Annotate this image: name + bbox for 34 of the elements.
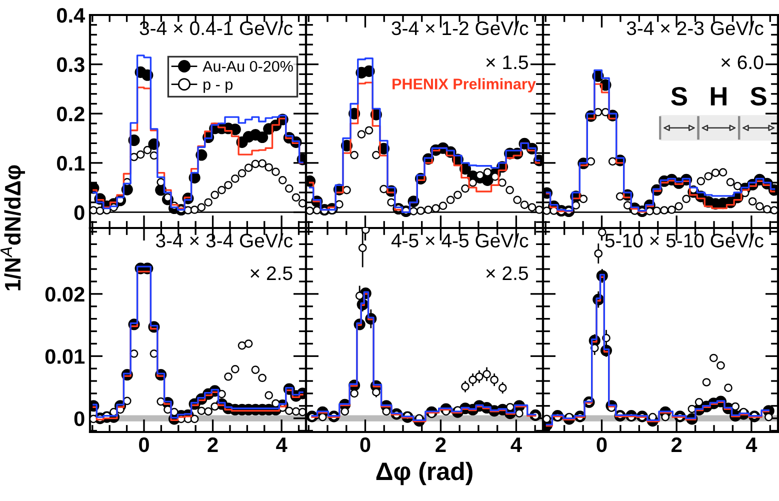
x-tick-label: 0 bbox=[596, 437, 607, 452]
annotation: 3-4 × 2-3 GeV/c bbox=[626, 20, 764, 36]
x-tick-label: 4 bbox=[276, 438, 288, 452]
y-tick-label: 0.01 bbox=[45, 349, 85, 364]
y-tick-label: 0.2 bbox=[57, 106, 84, 122]
annotation: × 6.0 bbox=[721, 55, 764, 70]
annotation: 3-4 × 0.4-1 GeV/c bbox=[140, 20, 293, 36]
y-tick-label: 0.02 bbox=[45, 286, 84, 302]
annotation: 5-10 × 5-10 GeV/c bbox=[605, 233, 764, 248]
annotation: 3-4 × 1-2 GeV/c bbox=[392, 20, 528, 36]
y-tick-label: 0 bbox=[74, 205, 84, 220]
band-label: S bbox=[671, 86, 687, 106]
legend-label: Au-Au 0-20% bbox=[202, 60, 293, 72]
x-tick-label: 2 bbox=[436, 437, 446, 452]
x-tick-label: 0 bbox=[360, 437, 370, 452]
x-tick-label: 4 bbox=[510, 438, 522, 452]
x-tick-label: 4 bbox=[746, 438, 758, 452]
y-tick-label: 0.1 bbox=[57, 156, 85, 171]
band-label: H bbox=[710, 87, 726, 106]
y-tick-label: 0 bbox=[74, 411, 84, 426]
annotation: PHENIX Preliminary bbox=[392, 78, 536, 92]
annotation: × 2.5 bbox=[250, 266, 292, 280]
y-tick-label: 0.4 bbox=[57, 8, 86, 23]
x-tick-label: 2 bbox=[672, 437, 682, 452]
x-tick-label: 0 bbox=[139, 437, 149, 452]
legend-label: p - p bbox=[204, 81, 233, 93]
annotation: 4-5 × 4-5 GeV/c bbox=[391, 233, 528, 248]
y-tick-label: 0.3 bbox=[57, 57, 84, 72]
band-label: S bbox=[750, 86, 766, 106]
annotation: × 1.5 bbox=[486, 56, 528, 70]
x-axis-title: Δφ (rad) bbox=[376, 462, 472, 486]
annotation: × 2.5 bbox=[486, 266, 528, 280]
y-axis-title: 1/N$^{A}$dN/dΔφ bbox=[0, 165, 25, 290]
x-tick-label: 2 bbox=[208, 437, 218, 452]
